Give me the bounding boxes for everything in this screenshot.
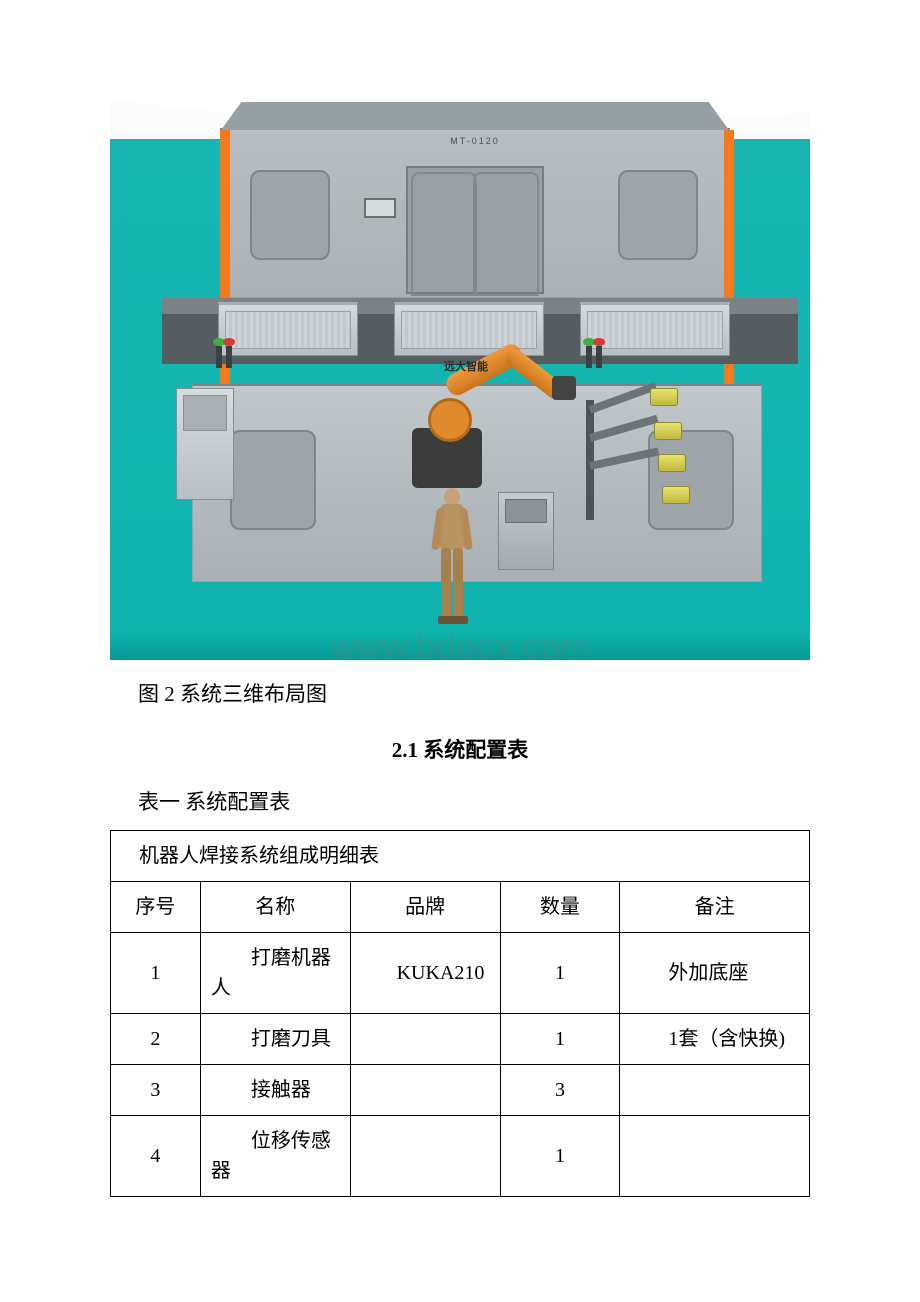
cell-name: 打磨机器人 xyxy=(200,933,350,1014)
tool-block-2 xyxy=(654,422,682,440)
col-qty: 数量 xyxy=(500,882,620,933)
cell-brand xyxy=(350,1014,500,1065)
cell-name: 位移传感器 xyxy=(200,1116,350,1197)
cell-note xyxy=(620,1065,810,1116)
robot-gripper xyxy=(552,376,576,400)
table-label: 表一 系统配置表 xyxy=(138,786,810,816)
operator-console xyxy=(498,492,554,570)
cell-brand xyxy=(350,1116,500,1197)
tool-block-3 xyxy=(658,454,686,472)
col-idx: 序号 xyxy=(111,882,201,933)
cell-note: 外加底座 xyxy=(620,933,810,1014)
cell-name: 打磨刀具 xyxy=(200,1014,350,1065)
cell-idx: 4 xyxy=(111,1116,201,1197)
vendor-logo: 远大智能 xyxy=(444,358,488,374)
back-door xyxy=(406,166,544,294)
signal-red-2 xyxy=(596,346,602,368)
signal-green-2 xyxy=(586,346,592,368)
tool-rack-post xyxy=(586,400,594,520)
cell-brand: KUKA210 xyxy=(350,933,500,1014)
signal-green-1 xyxy=(216,346,222,368)
carriage-2 xyxy=(394,302,544,356)
cell-note xyxy=(620,1116,810,1197)
cell-name: 接触器 xyxy=(200,1065,350,1116)
section-heading: 2.1 系统配置表 xyxy=(110,734,810,764)
cell-qty: 1 xyxy=(500,1116,620,1197)
col-name: 名称 xyxy=(200,882,350,933)
signal-red-1 xyxy=(226,346,232,368)
table-row: 4 位移传感器 1 xyxy=(111,1116,810,1197)
table-row: 1 打磨机器人 KUKA210 1 外加底座 xyxy=(111,933,810,1014)
human-figure xyxy=(432,488,472,636)
back-window-left xyxy=(250,170,330,260)
control-cabinet xyxy=(176,388,234,500)
col-note: 备注 xyxy=(620,882,810,933)
cell-idx: 2 xyxy=(111,1014,201,1065)
robot-joint xyxy=(428,398,472,442)
cell-qty: 3 xyxy=(500,1065,620,1116)
table-header-row: 序号 名称 品牌 数量 备注 xyxy=(111,882,810,933)
carriage-3 xyxy=(580,302,730,356)
carriage-1 xyxy=(218,302,358,356)
back-sign: MT-0120 xyxy=(450,136,500,146)
front-window-right xyxy=(648,430,734,530)
table-title: 机器人焊接系统组成明细表 xyxy=(111,831,810,882)
tool-block-4 xyxy=(662,486,690,504)
cell-note: 1套（含快换) xyxy=(620,1014,810,1065)
col-brand: 品牌 xyxy=(350,882,500,933)
figure-caption: 图 2 系统三维布局图 xyxy=(138,678,810,708)
config-table: 机器人焊接系统组成明细表 序号 名称 品牌 数量 备注 1 打磨机器人 KUKA… xyxy=(110,830,810,1197)
cell-brand xyxy=(350,1065,500,1116)
cell-qty: 1 xyxy=(500,1014,620,1065)
control-panel-icon xyxy=(364,198,396,218)
table-row: 3 接触器 3 xyxy=(111,1065,810,1116)
cell-qty: 1 xyxy=(500,933,620,1014)
tool-block-1 xyxy=(650,388,678,406)
cell-idx: 3 xyxy=(111,1065,201,1116)
table-row: 2 打磨刀具 1 1套（含快换) xyxy=(111,1014,810,1065)
back-window-right xyxy=(618,170,698,260)
cell-idx: 1 xyxy=(111,933,201,1014)
figure-3d-layout: MT-0120 远大智能 xyxy=(110,100,810,660)
front-window-left xyxy=(230,430,316,530)
